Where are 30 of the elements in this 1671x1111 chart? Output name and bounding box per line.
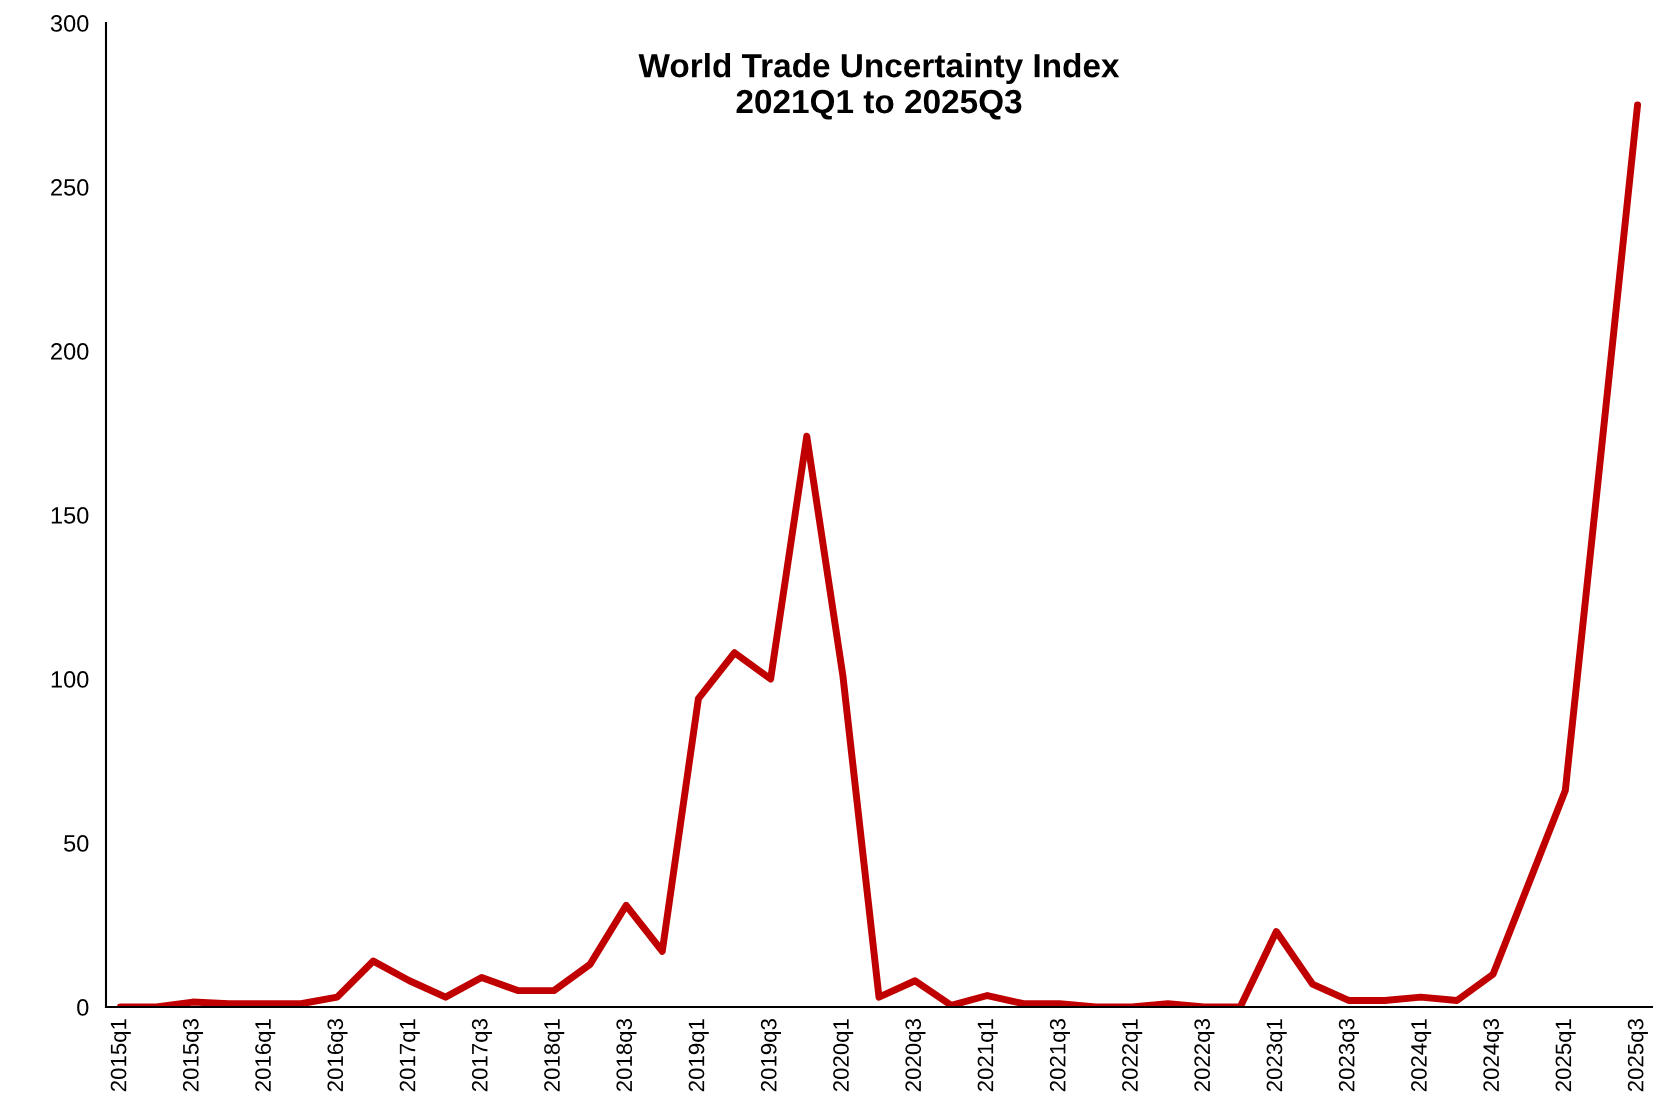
x-tick-label: 2017q1 [399,1019,420,1092]
x-tick-label: 2020q1 [833,1019,854,1092]
x-tick-label: 2016q1 [255,1019,276,1092]
x-tick-label: 2017q3 [471,1019,493,1092]
y-tick-label: 0 [77,999,89,1016]
y-tick-label: 50 [64,835,89,852]
x-tick-label: 2018q3 [616,1019,637,1092]
x-tick-label: 2025q1 [1555,1019,1576,1092]
x-tick-label: 2021q3 [1049,1019,1070,1092]
y-tick-label: 300 [50,15,89,32]
x-tick-label: 2022q1 [1122,1019,1143,1092]
x-tick-label: 2020q3 [905,1019,926,1092]
x-tick-label: 2024q1 [1411,1019,1432,1092]
y-tick-label: 200 [51,343,89,360]
x-tick-label: 2023q1 [1266,1019,1287,1092]
x-tick-label: 2018q1 [544,1019,565,1092]
x-tick-label: 2024q3 [1483,1019,1504,1092]
y-tick-label: 100 [51,671,89,688]
x-tick-label: 2019q1 [688,1019,709,1092]
x-tick-label: 2015q1 [110,1019,131,1092]
y-tick-label: 250 [51,179,89,196]
x-tick-label: 2016q3 [327,1019,348,1092]
x-tick-label: 2019q3 [760,1019,781,1092]
y-tick-label: 150 [51,507,89,524]
x-tick-label: 2022q3 [1194,1019,1215,1092]
x-tick-label: 2015q3 [182,1019,204,1092]
x-tick-label: 2025q3 [1627,1019,1648,1092]
x-tick-label: 2021q1 [977,1019,998,1092]
text: World Trade Uncertainty Index 2021Q1 to 2025Q3 [638,53,1120,120]
x-tick-label: 2023q3 [1338,1019,1359,1092]
